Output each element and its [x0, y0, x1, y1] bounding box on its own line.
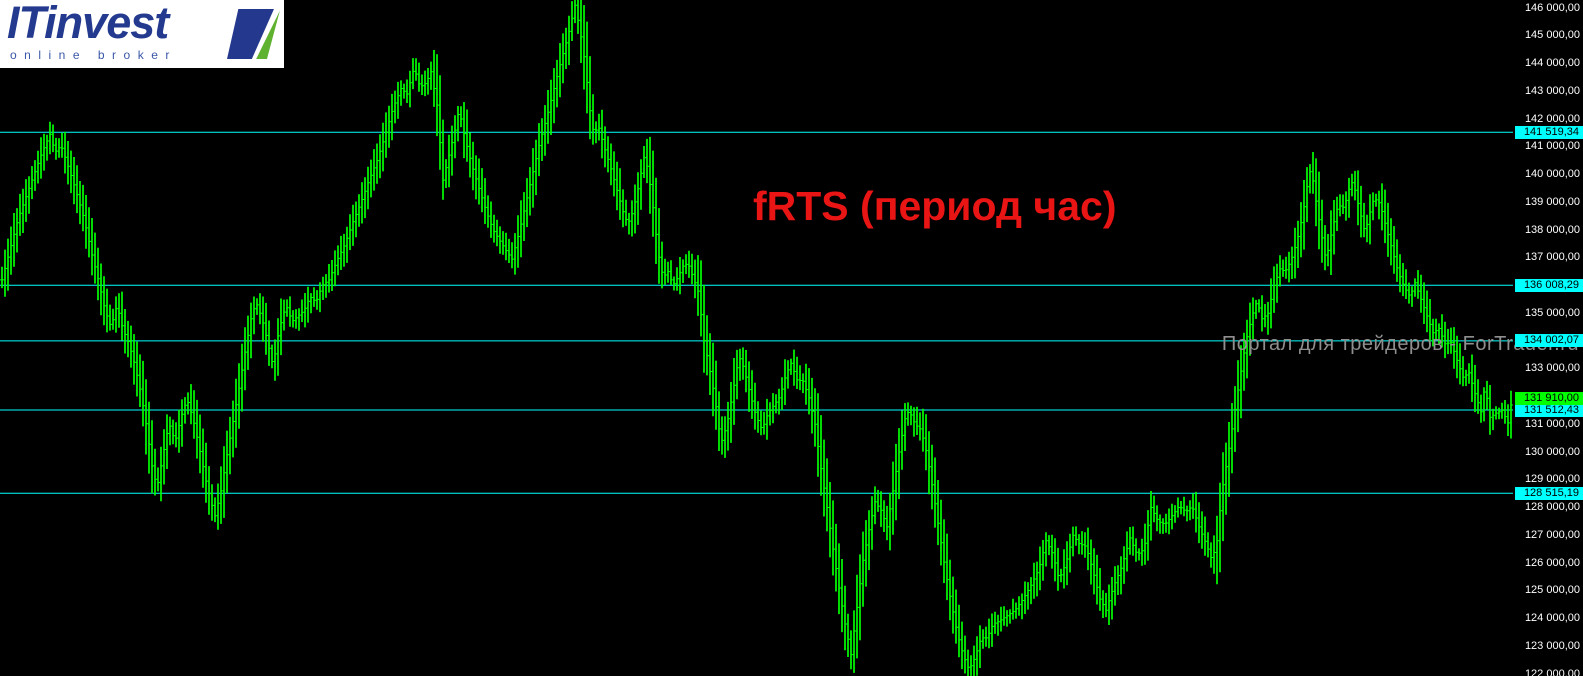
logo-mark-icon: [227, 9, 281, 59]
price-axis-label: 131 000,00: [1524, 417, 1580, 430]
chart-title: fRTS (период час): [753, 183, 1117, 229]
price-axis-label: 128 000,00: [1524, 501, 1580, 513]
price-axis-label: 140 000,00: [1524, 168, 1580, 180]
price-axis-label: 133 000,00: [1524, 362, 1580, 375]
logo-tagline-text: online broker: [10, 48, 177, 62]
price-axis-label: 125 000,00: [1524, 584, 1580, 597]
price-axis-label: 137 000,00: [1524, 251, 1580, 264]
price-axis-label: 138 000,00: [1524, 223, 1580, 236]
price-axis-label: 144 000,00: [1524, 57, 1580, 69]
ohlc-open-close-ticks: [0, 4, 1513, 668]
price-axis-label: 143 000,00: [1524, 84, 1580, 97]
itinvest-logo: ITinvest online broker: [0, 0, 284, 68]
level-price-label: 131 512,43: [1515, 403, 1583, 417]
current-price-label: 131 910,00: [1515, 392, 1583, 405]
price-axis-label: 141 000,00: [1524, 140, 1580, 153]
level-price-label: 141 519,34: [1515, 125, 1583, 139]
price-axis-label: 142 000,00: [1524, 112, 1580, 125]
price-axis-label: 122 000,00: [1524, 667, 1580, 676]
price-axis-label: 139 000,00: [1524, 195, 1580, 208]
price-axis-label: 129 000,00: [1524, 473, 1580, 486]
price-axis-label: 130 000,00: [1524, 445, 1580, 458]
watermark-text: Портал для трейдеров - ForTrader.ru: [1221, 333, 1579, 355]
price-axis-label: 127 000,00: [1524, 528, 1580, 541]
level-price-label: 136 008,29: [1515, 278, 1583, 292]
level-price-label: 128 515,19: [1515, 486, 1583, 500]
price-axis-label: 124 000,00: [1524, 612, 1580, 624]
ohlc-bars: [1, 0, 1512, 676]
price-axis-label: 135 000,00: [1524, 306, 1580, 319]
price-axis-label: 123 000,00: [1524, 639, 1580, 652]
price-axis-label: 145 000,00: [1524, 29, 1580, 42]
logo-brand-text: ITinvest: [7, 0, 169, 48]
price-axis-label: 146 000,00: [1524, 1, 1580, 14]
level-price-label: 134 002,07: [1515, 334, 1583, 348]
price-axis-label: 126 000,00: [1524, 556, 1580, 569]
